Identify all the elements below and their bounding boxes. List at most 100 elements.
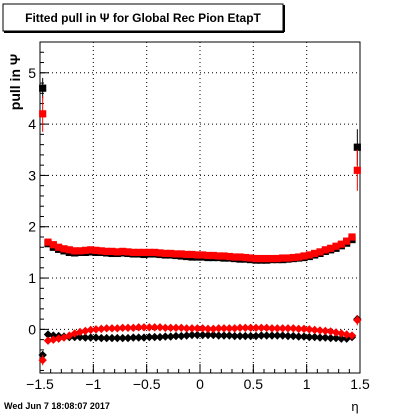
data-point-diamond: [113, 324, 122, 333]
data-point-diamond: [257, 331, 266, 340]
data-point-diamond: [86, 325, 95, 335]
data-point-square: [199, 251, 207, 259]
data-point-diamond: [246, 323, 255, 333]
data-point-square: [215, 252, 223, 260]
data-point-diamond: [171, 331, 181, 341]
data-point-diamond: [54, 334, 63, 343]
data-point-square: [337, 240, 345, 248]
x-tick-label: 0.5: [244, 376, 264, 392]
data-point-square: [167, 249, 175, 258]
data-point-diamond: [49, 335, 58, 344]
data-point-diamond: [278, 331, 287, 340]
data-point-diamond: [75, 327, 85, 337]
data-point-diamond: [75, 332, 85, 342]
data-point-square: [60, 245, 68, 253]
data-point-diamond: [294, 324, 303, 334]
data-point-square: [348, 233, 356, 241]
data-point-square: [204, 251, 212, 260]
data-point-square: [71, 247, 79, 255]
data-point-diamond: [214, 331, 223, 340]
data-point-diamond: [155, 332, 165, 342]
data-point-diamond: [251, 323, 261, 333]
data-point-square: [247, 254, 255, 262]
data-point-square: [305, 251, 313, 259]
y-tick-label: 4: [28, 116, 36, 132]
data-points: [38, 77, 362, 366]
data-point-square: [225, 252, 233, 261]
data-point-diamond: [139, 333, 149, 342]
data-point-diamond: [166, 323, 175, 333]
data-point-diamond: [225, 324, 234, 333]
data-point-square: [252, 254, 260, 263]
data-point-diamond: [267, 324, 277, 333]
data-point-diamond: [241, 331, 250, 341]
data-point-square: [97, 247, 105, 255]
data-point-diamond: [289, 324, 298, 333]
data-point-diamond: [347, 331, 357, 340]
data-point-diamond: [113, 333, 122, 343]
data-point-diamond: [123, 333, 133, 343]
data-point-diamond: [235, 331, 245, 341]
data-point-square: [300, 252, 308, 260]
data-point-square: [129, 248, 137, 257]
data-point-diamond: [262, 331, 271, 340]
data-point-diamond: [155, 323, 165, 332]
data-point-diamond: [310, 325, 319, 335]
data-point-diamond: [203, 330, 213, 340]
data-point-square: [343, 237, 351, 245]
data-point-square: [220, 252, 228, 260]
data-point-square: [183, 250, 191, 259]
data-point-square: [161, 249, 169, 258]
data-point-diamond: [267, 331, 277, 340]
data-point-square: [209, 251, 217, 260]
data-point-diamond: [321, 333, 330, 342]
y-axis-label: pull in Ψ: [7, 54, 23, 110]
data-point-square: [295, 253, 303, 261]
data-point-diamond: [209, 324, 218, 334]
data-point-diamond: [107, 324, 117, 333]
data-point-diamond: [86, 333, 95, 342]
data-point-square: [231, 253, 239, 261]
data-point-diamond: [187, 330, 197, 340]
data-point-square: [321, 246, 329, 254]
data-point-square: [151, 248, 159, 257]
data-point-square: [140, 248, 148, 257]
data-point-diamond: [230, 331, 239, 341]
data-point-diamond: [150, 323, 159, 332]
data-point-diamond: [241, 323, 250, 333]
data-point-square: [332, 242, 340, 250]
data-point-diamond: [177, 331, 186, 341]
data-point-diamond: [43, 330, 53, 339]
data-point-diamond: [91, 325, 101, 334]
y-tick-label: 3: [28, 167, 36, 183]
data-point-square: [188, 250, 196, 259]
data-point-square: [353, 143, 361, 151]
data-point-square: [76, 247, 84, 255]
data-point-diamond: [289, 331, 298, 341]
x-axis-label: η: [351, 399, 358, 414]
y-tick-label: 1: [28, 270, 36, 286]
y-tick-label: 2: [28, 219, 36, 235]
data-point-diamond: [299, 332, 309, 341]
data-point-diamond: [102, 333, 111, 343]
data-point-square: [55, 243, 63, 251]
data-point-square: [273, 254, 281, 263]
data-point-square: [241, 253, 249, 262]
data-point-diamond: [209, 330, 218, 340]
data-point-diamond: [97, 324, 106, 334]
data-point-diamond: [225, 331, 234, 340]
data-point-square: [257, 254, 265, 263]
data-point-diamond: [38, 355, 47, 365]
data-point-square: [124, 248, 132, 256]
data-point-diamond: [123, 323, 133, 333]
data-point-diamond: [321, 326, 330, 336]
y-tick-label: 5: [28, 65, 36, 81]
data-point-diamond: [342, 330, 351, 339]
data-point-square: [39, 84, 47, 92]
data-point-diamond: [81, 326, 90, 336]
tick-labels: −1.5 −1 −0.5 0 0.5 1 1.5 0 1 2 3 4 5: [26, 65, 370, 392]
data-point-square: [65, 246, 73, 254]
data-point-diamond: [177, 323, 186, 333]
